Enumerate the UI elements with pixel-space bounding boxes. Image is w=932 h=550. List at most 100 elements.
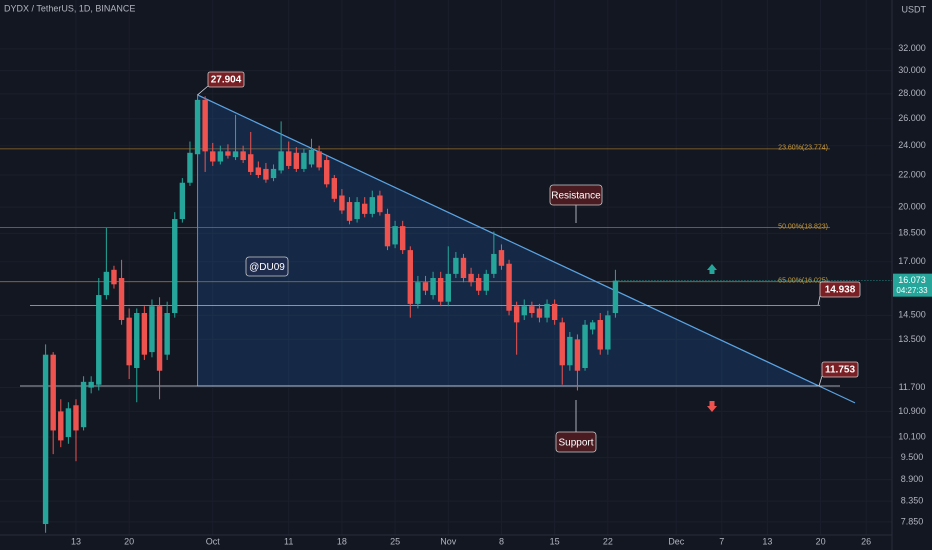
x-tick-label: Dec xyxy=(668,536,685,546)
candle-body xyxy=(415,282,421,304)
fib-label: 65.00%(16.025) xyxy=(778,278,828,285)
candle-body xyxy=(574,339,581,371)
candle-body xyxy=(529,306,535,314)
candle-body xyxy=(126,317,132,366)
candle-body xyxy=(187,152,193,183)
candle-body xyxy=(194,99,201,155)
candle-body xyxy=(460,257,467,279)
candle-body xyxy=(536,308,543,318)
candle-body xyxy=(73,405,79,431)
author-callout-text: @DU09 xyxy=(249,262,285,273)
level-tag-pointer xyxy=(817,295,821,306)
candle-body xyxy=(172,219,178,314)
candle-body xyxy=(491,253,497,274)
candle-body xyxy=(308,149,315,165)
y-tick-label: 10.900 xyxy=(898,406,926,416)
fib-label: 50.00%(18.823) xyxy=(778,223,828,230)
candle-body xyxy=(453,257,459,274)
x-tick-label: 13 xyxy=(762,536,772,546)
candle-body xyxy=(58,411,64,441)
level-tag-text: 14.938 xyxy=(825,285,856,296)
candle-body xyxy=(118,278,125,321)
candle-body xyxy=(65,408,72,438)
chart-title: DYDX / TetherUS, 1D, BINANCE xyxy=(4,3,135,13)
candle-body xyxy=(567,336,573,366)
level-tag xyxy=(819,281,861,298)
candle-body xyxy=(399,226,406,251)
candle-body xyxy=(362,203,368,214)
candle-body xyxy=(111,269,117,285)
level-tag-text: 11.753 xyxy=(825,365,855,376)
fib-label: 23.60%(23.774) xyxy=(778,145,828,152)
y-tick-label: 20.000 xyxy=(898,201,926,211)
x-tick-label: 20 xyxy=(124,536,134,546)
resistance-callout-text: Resistance xyxy=(551,191,601,202)
candle-body xyxy=(50,354,56,431)
candle-body xyxy=(475,278,482,291)
x-tick-label: Oct xyxy=(206,536,221,546)
candle-body xyxy=(483,273,489,291)
support-callout-text: Support xyxy=(558,438,593,449)
candle-body xyxy=(80,381,87,428)
x-tick-label: 7 xyxy=(719,536,724,546)
candle-body xyxy=(422,282,429,291)
candle-body xyxy=(240,151,246,161)
y-tick-label: 8.900 xyxy=(901,474,924,484)
y-tick-label: 30.000 xyxy=(898,65,926,75)
candle-body xyxy=(96,295,102,385)
apex-tag xyxy=(207,71,245,88)
candle-body xyxy=(217,151,224,162)
x-tick-label: 11 xyxy=(284,536,293,546)
candle-body xyxy=(232,151,239,158)
candle-body xyxy=(156,306,163,371)
x-tick-label: 25 xyxy=(390,536,400,546)
y-tick-label: 24.000 xyxy=(898,140,926,150)
candle-body xyxy=(286,151,292,166)
candle-body xyxy=(612,280,619,314)
x-tick-label: 15 xyxy=(550,536,560,546)
candle-body xyxy=(255,167,262,175)
candle-body xyxy=(225,151,231,156)
x-tick-label: 26 xyxy=(861,536,871,546)
candle-body xyxy=(589,322,596,330)
y-tick-label: 17.000 xyxy=(898,256,926,266)
candle-body xyxy=(559,322,565,366)
candle-body xyxy=(544,303,550,318)
candle-body xyxy=(141,313,148,355)
candle-body xyxy=(316,151,322,168)
y-tick-label: 18.500 xyxy=(898,228,926,238)
candle-body xyxy=(437,278,444,302)
level-tag xyxy=(821,361,859,378)
candle-body xyxy=(468,273,474,283)
candle-body xyxy=(369,197,375,214)
candle-body xyxy=(324,160,330,185)
candle-body xyxy=(597,320,603,350)
apex-tag-text: 27.904 xyxy=(211,75,242,86)
candle-body xyxy=(210,151,216,162)
candle-body xyxy=(551,303,558,321)
candle-body xyxy=(331,178,338,199)
candle-body xyxy=(103,271,110,296)
candle-body xyxy=(513,306,520,323)
y-tick-label: 14.500 xyxy=(898,310,926,320)
down-arrow xyxy=(707,401,717,412)
candle-body xyxy=(179,182,186,220)
current-price: 16.073 xyxy=(898,275,926,285)
y-tick-label: 26.000 xyxy=(898,113,926,123)
y-tick-label: 22.000 xyxy=(898,169,926,179)
y-tick-label: 32.000 xyxy=(898,43,926,53)
candle-body xyxy=(498,250,505,266)
x-tick-label: 13 xyxy=(71,536,81,546)
candle-body xyxy=(270,168,277,179)
level-tag-pointer xyxy=(818,375,823,387)
candle-body xyxy=(301,152,307,169)
y-tick-label: 28.000 xyxy=(898,88,926,98)
candle-body xyxy=(248,154,254,172)
candle-body xyxy=(134,313,140,368)
y-tick-label: 9.500 xyxy=(901,452,924,462)
y-tick-label: 13.500 xyxy=(898,334,926,344)
candle-body xyxy=(605,315,611,350)
resistance-line xyxy=(197,94,856,404)
